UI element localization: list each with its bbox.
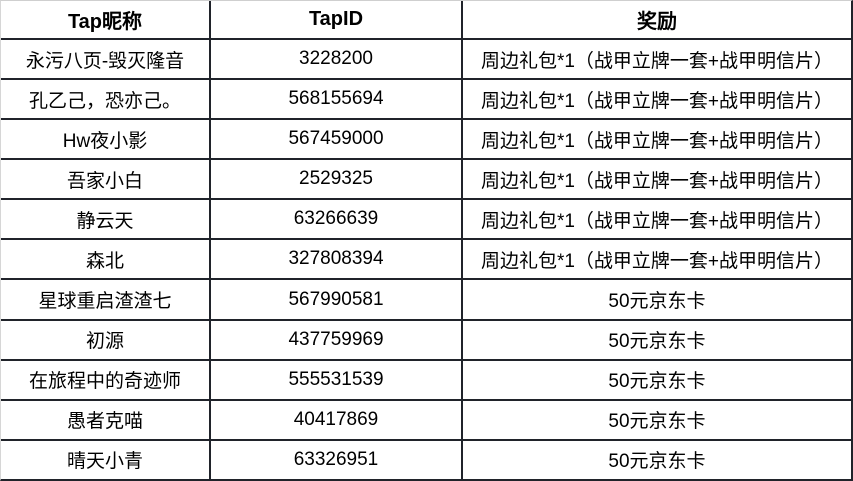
tapid-cell: 437759969 (209, 318, 463, 361)
table-row: 永污八页-毁灭隆音 3228200 周边礼包*1（战甲立牌一套+战甲明信片） (0, 37, 852, 81)
reward-cell: 50元京东卡 (461, 398, 852, 441)
nickname-cell: 吾家小白 (0, 158, 211, 201)
nickname-cell: 森北 (0, 238, 211, 281)
nickname-cell: 星球重启渣渣七 (0, 278, 211, 321)
reward-cell: 50元京东卡 (461, 318, 852, 361)
reward-cell: 周边礼包*1（战甲立牌一套+战甲明信片） (461, 37, 852, 81)
reward-cell: 50元京东卡 (461, 278, 852, 321)
tapid-cell: 568155694 (209, 78, 463, 121)
reward-cell: 50元京东卡 (461, 438, 852, 481)
column-header-reward: 奖励 (461, 0, 852, 40)
tapid-cell: 567990581 (209, 278, 463, 321)
nickname-cell: 孔乙己，恐亦己。 (0, 78, 211, 121)
nickname-cell: 晴天小青 (0, 438, 211, 481)
tapid-cell: 40417869 (209, 398, 463, 441)
nickname-cell: 初源 (0, 318, 211, 361)
nickname-cell: 在旅程中的奇迹师 (0, 358, 211, 401)
nickname-cell: 愚者克喵 (0, 398, 211, 441)
tapid-cell: 2529325 (209, 158, 463, 201)
reward-cell: 周边礼包*1（战甲立牌一套+战甲明信片） (461, 198, 852, 241)
reward-cell: 周边礼包*1（战甲立牌一套+战甲明信片） (461, 118, 852, 161)
table-row: 初源 437759969 50元京东卡 (0, 318, 852, 361)
nickname-cell: Hw夜小影 (0, 118, 211, 161)
tapid-cell: 3228200 (209, 37, 463, 81)
table-row: 孔乙己，恐亦己。 568155694 周边礼包*1（战甲立牌一套+战甲明信片） (0, 78, 852, 121)
reward-cell: 50元京东卡 (461, 358, 852, 401)
header-row: Tap昵称 TapID 奖励 (0, 0, 852, 40)
tapid-cell: 63326951 (209, 438, 463, 481)
table-row: Hw夜小影 567459000 周边礼包*1（战甲立牌一套+战甲明信片） (0, 118, 852, 161)
tapid-cell: 63266639 (209, 198, 463, 241)
table-row: 静云天 63266639 周边礼包*1（战甲立牌一套+战甲明信片） (0, 198, 852, 241)
table-row: 星球重启渣渣七 567990581 50元京东卡 (0, 278, 852, 321)
tapid-cell: 555531539 (209, 358, 463, 401)
nickname-cell: 永污八页-毁灭隆音 (0, 37, 211, 81)
column-header-nickname: Tap昵称 (0, 0, 211, 40)
reward-cell: 周边礼包*1（战甲立牌一套+战甲明信片） (461, 78, 852, 121)
table-row: 在旅程中的奇迹师 555531539 50元京东卡 (0, 358, 852, 401)
tapid-cell: 567459000 (209, 118, 463, 161)
table-row: 森北 327808394 周边礼包*1（战甲立牌一套+战甲明信片） (0, 238, 852, 281)
table-row: 吾家小白 2529325 周边礼包*1（战甲立牌一套+战甲明信片） (0, 158, 852, 201)
reward-cell: 周边礼包*1（战甲立牌一套+战甲明信片） (461, 238, 852, 281)
reward-cell: 周边礼包*1（战甲立牌一套+战甲明信片） (461, 158, 852, 201)
nickname-cell: 静云天 (0, 198, 211, 241)
tapid-cell: 327808394 (209, 238, 463, 281)
column-header-tapid: TapID (209, 0, 463, 40)
table-row: 晴天小青 63326951 50元京东卡 (0, 438, 852, 481)
table-row: 愚者克喵 40417869 50元京东卡 (0, 398, 852, 441)
